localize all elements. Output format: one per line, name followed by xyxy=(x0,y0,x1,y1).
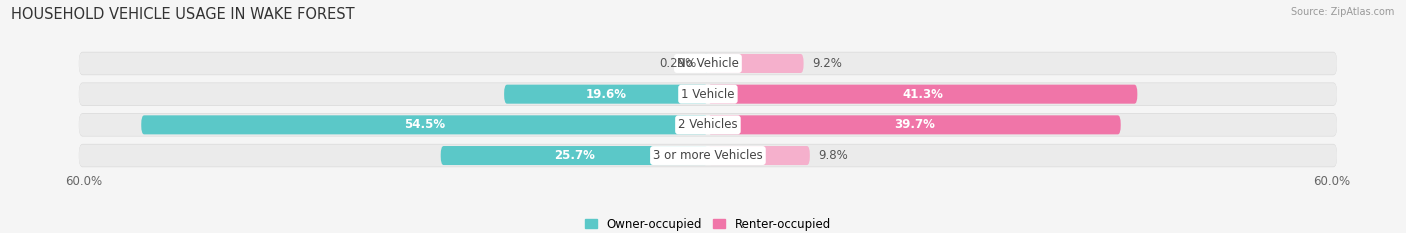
FancyBboxPatch shape xyxy=(707,115,1121,134)
FancyBboxPatch shape xyxy=(79,52,1337,75)
Text: 3 or more Vehicles: 3 or more Vehicles xyxy=(652,149,763,162)
FancyBboxPatch shape xyxy=(707,146,810,165)
FancyBboxPatch shape xyxy=(505,85,707,104)
FancyBboxPatch shape xyxy=(79,114,1337,136)
FancyBboxPatch shape xyxy=(440,146,707,165)
Text: 1 Vehicle: 1 Vehicle xyxy=(681,88,735,101)
Text: No Vehicle: No Vehicle xyxy=(676,57,740,70)
FancyBboxPatch shape xyxy=(79,83,1337,105)
FancyBboxPatch shape xyxy=(79,144,1337,167)
Text: 2 Vehicles: 2 Vehicles xyxy=(678,118,738,131)
Text: 25.7%: 25.7% xyxy=(554,149,595,162)
Text: 0.29%: 0.29% xyxy=(659,57,696,70)
Legend: Owner-occupied, Renter-occupied: Owner-occupied, Renter-occupied xyxy=(581,213,835,233)
FancyBboxPatch shape xyxy=(79,82,1337,106)
FancyBboxPatch shape xyxy=(79,113,1337,137)
FancyBboxPatch shape xyxy=(79,144,1337,167)
FancyBboxPatch shape xyxy=(79,52,1337,75)
Text: HOUSEHOLD VEHICLE USAGE IN WAKE FOREST: HOUSEHOLD VEHICLE USAGE IN WAKE FOREST xyxy=(11,7,354,22)
FancyBboxPatch shape xyxy=(141,115,707,134)
Text: 41.3%: 41.3% xyxy=(903,88,943,101)
FancyBboxPatch shape xyxy=(704,54,707,73)
FancyBboxPatch shape xyxy=(707,54,804,73)
Text: 54.5%: 54.5% xyxy=(404,118,446,131)
Text: 39.7%: 39.7% xyxy=(894,118,935,131)
Text: Source: ZipAtlas.com: Source: ZipAtlas.com xyxy=(1291,7,1395,17)
FancyBboxPatch shape xyxy=(707,85,1137,104)
Text: 9.2%: 9.2% xyxy=(811,57,842,70)
Text: 19.6%: 19.6% xyxy=(585,88,627,101)
Text: 9.8%: 9.8% xyxy=(818,149,848,162)
